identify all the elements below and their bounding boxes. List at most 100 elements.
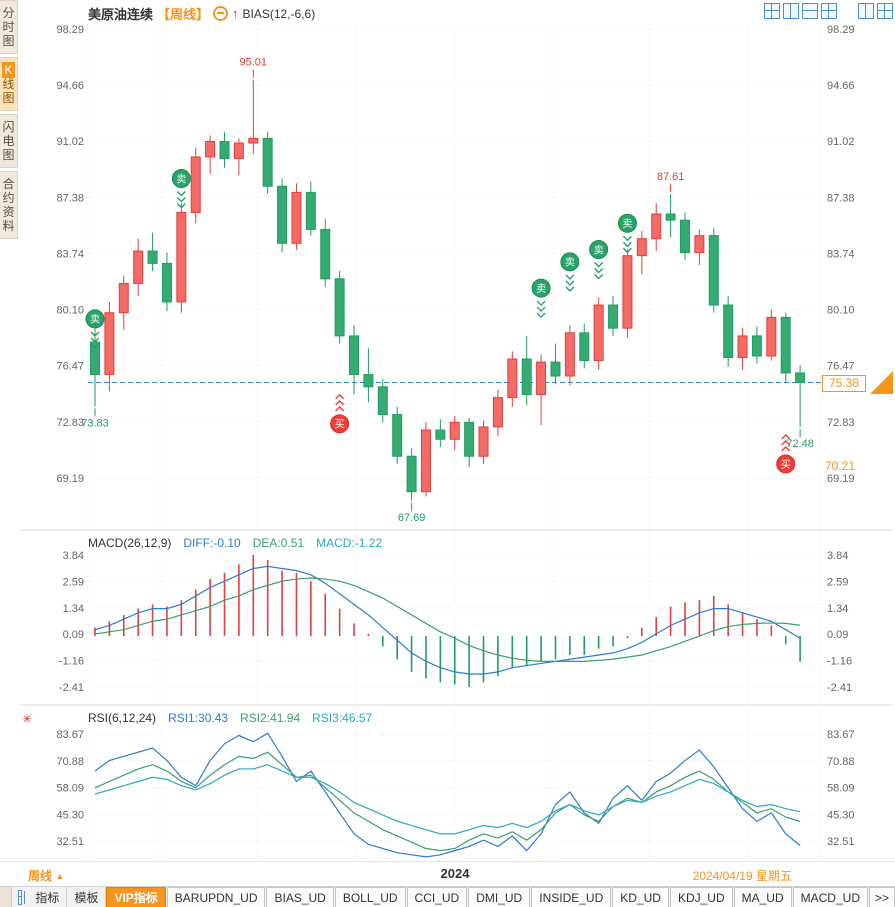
- svg-text:67.69: 67.69: [398, 512, 426, 524]
- panel-split-icon[interactable]: [858, 3, 874, 19]
- svg-text:-1.16: -1.16: [827, 656, 852, 668]
- svg-text:-2.41: -2.41: [827, 682, 852, 694]
- macd-panel-header: MACD(26,12,9) DIFF:-0.10 DEA:0.51 MACD:-…: [88, 536, 382, 550]
- axis-year-label: 2024: [440, 866, 470, 881]
- bottom-tab-VIP指标[interactable]: VIP指标: [106, 887, 166, 907]
- sidebar-tab-flash[interactable]: 闪电图: [0, 114, 18, 168]
- symbol-name: 美原油连续: [88, 7, 154, 22]
- bottom-tab-DMI_UD[interactable]: DMI_UD: [468, 887, 531, 907]
- svg-text:70.88: 70.88: [56, 756, 84, 768]
- macd-dea-value: DEA:0.51: [252, 536, 305, 550]
- svg-text:72.83: 72.83: [827, 417, 855, 429]
- grid-layout-icon[interactable]: [764, 3, 780, 19]
- svg-text:-2.41: -2.41: [59, 682, 84, 694]
- vertical-split-icon[interactable]: [783, 3, 799, 19]
- svg-text:买: 买: [781, 459, 791, 471]
- horizontal-split-icon[interactable]: [802, 3, 818, 19]
- bottom-tab-KD_UD[interactable]: KD_UD: [612, 887, 669, 907]
- corner-filler: [0, 887, 12, 907]
- indicator-tab-bar: 指标 模板 VIP指标 BARUPDN_UD BIAS_UD BOLL_UD CCI_UD D…: [0, 886, 895, 907]
- triangle-up-icon: ▲: [55, 871, 65, 881]
- svg-text:32.51: 32.51: [56, 836, 84, 848]
- bottom-tab-MACD_UD[interactable]: MACD_UD: [792, 887, 868, 907]
- svg-text:58.09: 58.09: [827, 783, 855, 795]
- sidebar-tab-timeline[interactable]: 分时图: [0, 0, 18, 54]
- bottom-tab-MA_UD[interactable]: MA_UD: [733, 887, 792, 907]
- period-tag[interactable]: 【周线】: [157, 7, 210, 22]
- bottom-tab-CCI_UD[interactable]: CCI_UD: [406, 887, 468, 907]
- macd-macd-value: MACD:-1.22: [316, 536, 383, 550]
- rsi-title[interactable]: RSI(6,12,24): [88, 711, 157, 725]
- svg-text:32.51: 32.51: [827, 836, 855, 848]
- svg-text:69.19: 69.19: [827, 473, 855, 485]
- bottom-tab-模板[interactable]: 模板: [67, 887, 107, 907]
- svg-text:98.29: 98.29: [56, 24, 84, 36]
- time-axis-strip: 周线 ▲ 2024 2024/04/19 星期五: [0, 861, 895, 887]
- candles-layer: [90, 79, 806, 502]
- svg-text:76.47: 76.47: [56, 361, 84, 373]
- svg-text:卖: 卖: [565, 257, 575, 269]
- svg-text:3.84: 3.84: [827, 550, 848, 562]
- grid-icon[interactable]: [17, 890, 25, 905]
- macd-title[interactable]: MACD(26,12,9): [88, 536, 172, 550]
- svg-text:卖: 卖: [90, 314, 100, 326]
- svg-text:0.09: 0.09: [827, 629, 848, 641]
- svg-text:87.38: 87.38: [827, 192, 855, 204]
- svg-text:95.01: 95.01: [240, 57, 268, 69]
- bottom-tab-KDJ_UD[interactable]: KDJ_UD: [669, 887, 733, 907]
- svg-text:91.02: 91.02: [827, 136, 855, 148]
- indicator-alert-icon[interactable]: ✳: [22, 712, 33, 726]
- svg-text:80.10: 80.10: [827, 305, 855, 317]
- svg-text:45.30: 45.30: [827, 809, 855, 821]
- layout-toolbar: [764, 3, 837, 19]
- bottom-tab->>[interactable]: >>: [868, 887, 895, 907]
- svg-text:94.66: 94.66: [827, 80, 855, 92]
- svg-text:卖: 卖: [594, 244, 604, 256]
- svg-text:76.47: 76.47: [827, 361, 855, 373]
- bottom-tab-BARUPDN_UD[interactable]: BARUPDN_UD: [166, 887, 266, 907]
- svg-text:87.61: 87.61: [657, 171, 685, 183]
- svg-text:58.09: 58.09: [56, 783, 84, 795]
- rsi2-value: RSI2:41.94: [240, 711, 301, 725]
- svg-text:2.59: 2.59: [827, 576, 848, 588]
- svg-text:2.59: 2.59: [63, 576, 84, 588]
- svg-text:70.88: 70.88: [827, 756, 855, 768]
- bottom-tab-指标[interactable]: 指标: [28, 887, 68, 907]
- period-selector[interactable]: 周线 ▲: [28, 869, 65, 883]
- svg-text:45.30: 45.30: [56, 809, 84, 821]
- grid-layout-icon[interactable]: [821, 3, 837, 19]
- svg-text:80.10: 80.10: [56, 305, 84, 317]
- svg-text:94.66: 94.66: [56, 80, 84, 92]
- svg-text:83.67: 83.67: [827, 729, 855, 741]
- chart-canvas[interactable]: 98.29 98.29 94.66 94.66 91.02 91.02 87.38 87.38…: [0, 0, 895, 862]
- panel-grid-icon[interactable]: [877, 3, 893, 19]
- sidebar-tab-kline[interactable]: K线图: [0, 57, 18, 111]
- rsi3-value: RSI3:46.57: [312, 711, 373, 725]
- bias-indicator-label[interactable]: BIAS(12,-6,6): [242, 6, 316, 21]
- svg-text:83.74: 83.74: [56, 249, 84, 261]
- svg-text:卖: 卖: [622, 218, 632, 230]
- svg-text:卖: 卖: [536, 283, 546, 295]
- svg-text:73.83: 73.83: [81, 417, 109, 429]
- left-sidebar: 分时图 K线图 闪电图 合约资料: [0, 0, 18, 239]
- bottom-tab-INSIDE_UD[interactable]: INSIDE_UD: [531, 887, 612, 907]
- alert-price-label: 70.21: [823, 459, 858, 473]
- indicator-tabs: 指标 模板 VIP指标 BARUPDN_UD BIAS_UD BOLL_UD CCI_UD D…: [28, 887, 895, 907]
- macd-diff-value: DIFF:-0.10: [183, 536, 241, 550]
- svg-text:-1.16: -1.16: [59, 656, 84, 668]
- bottom-tab-BIAS_UD[interactable]: BIAS_UD: [266, 887, 334, 907]
- svg-text:72.83: 72.83: [56, 417, 84, 429]
- rsi-panel-header: RSI(6,12,24) RSI1:30.43 RSI2:41.94 RSI3:…: [88, 711, 372, 725]
- svg-text:1.34: 1.34: [63, 603, 84, 615]
- last-price-tag: 75.38: [822, 375, 866, 392]
- up-arrow-icon: ↑: [232, 6, 239, 21]
- price-flag-icon: [870, 371, 893, 394]
- sidebar-tab-contract-info[interactable]: 合约资料: [0, 171, 18, 239]
- minus-circle-icon[interactable]: [213, 6, 229, 21]
- svg-text:83.74: 83.74: [827, 249, 855, 261]
- svg-text:卖: 卖: [176, 173, 186, 185]
- bottom-tab-BOLL_UD[interactable]: BOLL_UD: [334, 887, 406, 907]
- window-toolbar: [858, 3, 893, 19]
